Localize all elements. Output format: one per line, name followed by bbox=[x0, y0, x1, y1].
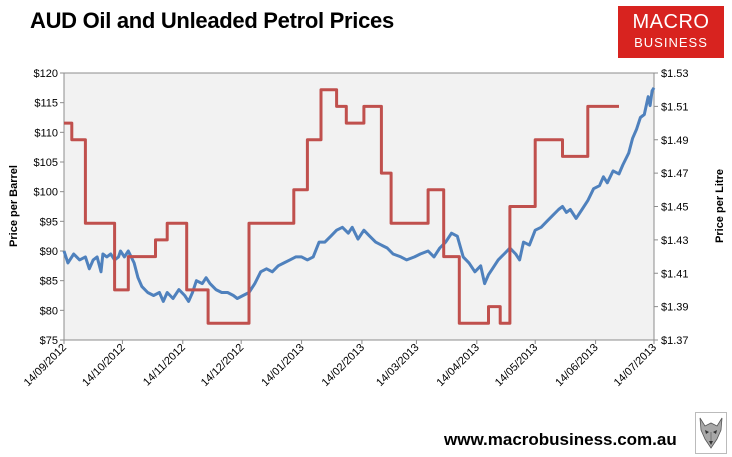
right-y-tick-label: $1.51 bbox=[661, 101, 689, 113]
left-y-tick-label: $90 bbox=[40, 246, 58, 258]
right-axis-label: Price per Litre bbox=[714, 169, 726, 243]
left-y-tick-label: $100 bbox=[34, 187, 58, 199]
right-y-tick-label: $1.37 bbox=[661, 335, 689, 347]
x-tick-label: 14/07/2013 bbox=[612, 342, 659, 389]
x-tick-label: 14/09/2012 bbox=[22, 342, 69, 389]
x-tick-label: 14/06/2013 bbox=[553, 342, 600, 389]
right-y-tick-label: $1.41 bbox=[661, 268, 689, 280]
logo-line-1: MACRO bbox=[632, 11, 710, 33]
website-url[interactable]: www.macrobusiness.com.au bbox=[444, 430, 677, 449]
x-tick-label: 14/05/2013 bbox=[493, 342, 540, 389]
left-y-tick-label: $95 bbox=[40, 216, 58, 228]
macrobusiness-logo[interactable]: MACRO BUSINESS bbox=[618, 6, 724, 58]
left-y-tick-label: $85 bbox=[40, 276, 58, 288]
x-axis: 14/09/2012 14/10/2012 14/11/2012 14/12/2012… bbox=[22, 340, 659, 389]
left-y-tick-label: $120 bbox=[34, 68, 58, 80]
right-y-tick-label: $1.53 bbox=[661, 68, 689, 80]
left-y-tick-label: $115 bbox=[34, 98, 58, 110]
right-y-tick-label: $1.45 bbox=[661, 202, 689, 214]
left-y-axis: $75 $80 $85 $90 $95 $100 $105 $110 $115 $120 bbox=[34, 68, 64, 347]
chart-title: AUD Oil and Unleaded Petrol Prices bbox=[30, 8, 394, 33]
x-tick-label: 14/12/2012 bbox=[199, 342, 246, 389]
petrol-price-line bbox=[64, 88, 619, 325]
oil-price-line bbox=[62, 86, 656, 303]
x-tick-label: 14/11/2012 bbox=[141, 342, 188, 389]
left-y-tick-label: $80 bbox=[40, 305, 58, 317]
x-tick-label: 14/04/2013 bbox=[435, 342, 482, 389]
right-y-tick-label: $1.39 bbox=[661, 302, 689, 314]
right-y-tick-label: $1.43 bbox=[661, 235, 689, 247]
left-y-tick-label: $75 bbox=[40, 335, 58, 347]
right-y-tick-label: $1.49 bbox=[661, 135, 689, 147]
right-y-tick-label: $1.47 bbox=[661, 168, 689, 180]
left-y-tick-label: $105 bbox=[34, 157, 58, 169]
right-y-axis: $1.37 $1.39 $1.41 $1.43 $1.45 $1.47 $1.49 $1.51… bbox=[654, 68, 689, 347]
x-tick-label: 14/02/2013 bbox=[320, 342, 367, 389]
left-y-tick-label: $110 bbox=[34, 127, 58, 139]
logo-line-2: BUSINESS bbox=[634, 35, 708, 50]
series-layer bbox=[62, 86, 656, 325]
x-tick-label: 14/01/2013 bbox=[259, 342, 306, 389]
plot-background bbox=[63, 72, 655, 341]
left-axis-label: Price per Barrel bbox=[8, 165, 20, 247]
x-tick-label: 14/03/2013 bbox=[374, 342, 421, 389]
wolf-logo-icon bbox=[695, 412, 727, 454]
x-tick-label: 14/10/2012 bbox=[80, 342, 127, 389]
